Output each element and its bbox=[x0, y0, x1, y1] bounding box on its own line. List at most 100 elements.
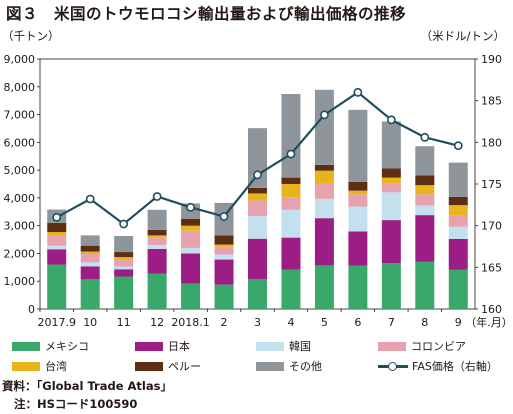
chart-canvas: 0 1,000 2,000 3,000 4,000 5,000 6,000 7,000 8,00… bbox=[4, 53, 513, 329]
bar-segment-1 bbox=[281, 269, 301, 309]
legend-swatch-others bbox=[256, 361, 284, 371]
x-axis-tick-label: 2 bbox=[221, 316, 228, 329]
bar-segment-3 bbox=[47, 245, 67, 250]
fas-price-point bbox=[186, 202, 195, 212]
bar-segment-2 bbox=[415, 215, 435, 262]
bar-segment-1 bbox=[114, 276, 134, 309]
bar-segment-4 bbox=[248, 200, 267, 216]
legend-swatch-peru bbox=[135, 361, 163, 371]
fas-price-point bbox=[320, 110, 329, 120]
bar-segment-7 bbox=[114, 235, 134, 253]
legend-swatch-colombia bbox=[378, 341, 406, 351]
fas-price-point bbox=[52, 212, 62, 222]
bar-segment-6 bbox=[181, 218, 201, 226]
bar-segment-5 bbox=[381, 177, 401, 184]
right-axis-tick-label: 175 bbox=[481, 178, 502, 191]
fas-price-point bbox=[152, 192, 162, 201]
fas-price-point bbox=[119, 219, 129, 229]
bar-segment-5 bbox=[147, 235, 167, 238]
legend-swatch-korea bbox=[256, 341, 284, 351]
bar-segment-5 bbox=[80, 251, 100, 254]
bar-segment-4 bbox=[314, 183, 334, 199]
bar-segment-3 bbox=[415, 205, 435, 216]
bar-segment-4 bbox=[147, 237, 167, 246]
legend-item-taiwan: 台湾 bbox=[12, 358, 67, 374]
fas-price-point bbox=[386, 115, 396, 125]
bar-segment-5 bbox=[248, 193, 267, 201]
bar-segment-2 bbox=[80, 266, 100, 279]
legend-item-peru: ペルー bbox=[135, 358, 201, 374]
bar-segment-6 bbox=[348, 181, 368, 191]
bar-segment-3 bbox=[214, 254, 234, 260]
x-axis-tick-label: 12 bbox=[150, 316, 164, 329]
x-axis-tick-label: 8 bbox=[421, 316, 428, 329]
bar-segment-1 bbox=[314, 265, 334, 309]
bar-segment-3 bbox=[114, 266, 134, 270]
bar-segment-7 bbox=[415, 146, 435, 176]
legend-label-taiwan: 台湾 bbox=[45, 360, 67, 373]
bar-segment-7 bbox=[381, 121, 401, 169]
right-axis-tick-label: 170 bbox=[481, 220, 502, 233]
bar-segment-6 bbox=[281, 177, 301, 184]
hs-code-note: 注：HSコード100590 bbox=[14, 397, 138, 411]
bar-segment-1 bbox=[147, 273, 167, 309]
bar-segment-7 bbox=[348, 109, 368, 182]
bar-segment-3 bbox=[314, 198, 334, 219]
x-axis-tick-label: 7 bbox=[388, 316, 395, 329]
legend-item-fas-price: FAS価格（右軸） bbox=[378, 358, 498, 374]
left-axis-tick-label: 5,000 bbox=[4, 164, 36, 177]
bar-segment-2 bbox=[214, 259, 234, 285]
legend-swatch-mexico bbox=[12, 341, 40, 351]
bar-segment-4 bbox=[47, 235, 67, 246]
bar-segment-2 bbox=[47, 249, 67, 265]
legend-swatch-fas-price bbox=[378, 361, 408, 371]
bar-segment-1 bbox=[381, 263, 401, 309]
legend-label-colombia: コロンビア bbox=[411, 340, 466, 353]
bar-segment-5 bbox=[314, 170, 334, 184]
x-axis-tick-label: 6 bbox=[354, 316, 361, 329]
bar-segment-5 bbox=[214, 244, 234, 247]
bar-segment-4 bbox=[214, 246, 234, 255]
bar-segment-2 bbox=[314, 218, 334, 266]
bar-segment-3 bbox=[448, 226, 468, 239]
legend-label-others: その他 bbox=[289, 360, 322, 373]
bar-segment-7 bbox=[147, 209, 167, 230]
bar-segment-3 bbox=[348, 206, 368, 232]
legend-label-japan: 日本 bbox=[168, 340, 190, 353]
x-axis-tick-label: 11 bbox=[117, 316, 131, 329]
bar-segment-3 bbox=[281, 209, 301, 238]
x-axis-tick-label: 5 bbox=[321, 316, 328, 329]
bar-segment-6 bbox=[448, 196, 468, 206]
bar-segment-4 bbox=[415, 194, 435, 206]
right-axis-tick-label: 185 bbox=[481, 95, 502, 108]
fas-price-point bbox=[420, 132, 430, 142]
bar-segment-7 bbox=[80, 235, 100, 246]
bar-segment-1 bbox=[80, 279, 100, 309]
left-axis-tick-label: 4,000 bbox=[4, 192, 36, 205]
legend-label-korea: 韓国 bbox=[289, 340, 311, 353]
fas-price-point bbox=[453, 141, 463, 151]
right-axis-tick-label: 160 bbox=[481, 303, 502, 316]
bar-segment-1 bbox=[181, 283, 201, 309]
x-axis-unit-label: （年.月） bbox=[465, 315, 513, 329]
bar-segment-5 bbox=[47, 232, 67, 236]
left-axis-tick-label: 7,000 bbox=[4, 109, 36, 122]
left-axis-tick-label: 6,000 bbox=[4, 136, 36, 149]
left-axis-tick-label: 0 bbox=[28, 303, 35, 316]
bar-segment-5 bbox=[114, 257, 134, 259]
bar-segment-1 bbox=[448, 269, 468, 309]
bar-segment-5 bbox=[281, 184, 301, 198]
source-note: 資料：「Global Trade Atlas」 bbox=[2, 379, 172, 393]
bar-segment-4 bbox=[114, 259, 134, 267]
bar-segment-6 bbox=[248, 187, 267, 194]
bar-segment-6 bbox=[47, 222, 67, 233]
legend-item-colombia: コロンビア bbox=[378, 338, 466, 354]
x-axis-tick-label: 4 bbox=[287, 316, 294, 329]
bar-segment-5 bbox=[181, 225, 201, 231]
left-axis-unit: （千トン） bbox=[2, 29, 60, 43]
bar-segment-4 bbox=[80, 254, 100, 263]
bar-segment-1 bbox=[415, 261, 435, 309]
legend-item-japan: 日本 bbox=[135, 338, 190, 354]
bar-segment-1 bbox=[47, 264, 67, 309]
legend-item-korea: 韓国 bbox=[256, 338, 311, 354]
